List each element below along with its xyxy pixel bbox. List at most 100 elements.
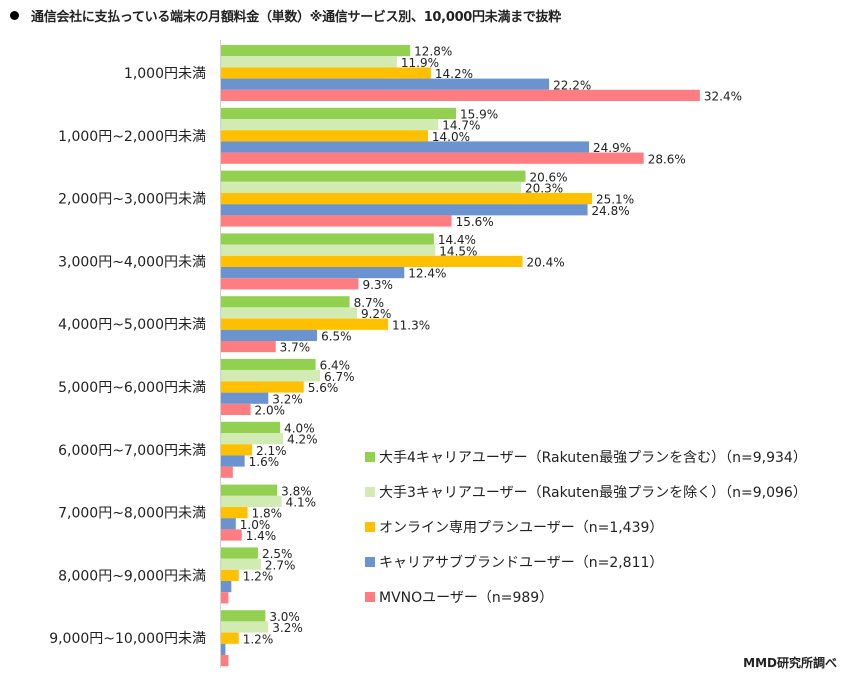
chart-title-text: 通信会社に支払っている端末の月額料金（単数）※通信サービス別、10,000円未満… bbox=[31, 10, 561, 25]
data-label: 28.6% bbox=[648, 152, 686, 166]
bar bbox=[221, 403, 251, 415]
legend-item: 大手3キャリアユーザー（Rakuten最強プランを除く）（n=9,096） bbox=[365, 482, 807, 517]
bar bbox=[221, 621, 269, 633]
data-label: 20.6% bbox=[529, 170, 567, 184]
legend-label: 大手4キャリアユーザー（Rakuten最強プランを含む）（n=9,934） bbox=[379, 450, 807, 466]
legend-swatch-icon bbox=[365, 557, 375, 567]
legend-label: キャリアサブブランドユーザー（n=2,811） bbox=[379, 555, 664, 571]
bar bbox=[221, 381, 304, 393]
data-label: 2.0% bbox=[255, 404, 286, 418]
category-label: 1,000円未満 bbox=[124, 66, 206, 82]
data-label: 8.7% bbox=[354, 296, 385, 310]
bar bbox=[221, 466, 233, 478]
data-label: 14.0% bbox=[432, 130, 470, 144]
bar bbox=[221, 45, 411, 57]
category-label: 6,000円~7,000円未満 bbox=[58, 443, 206, 459]
data-label: 1.2% bbox=[243, 570, 274, 584]
legend-label: オンライン専用プランユーザー（n=1,439） bbox=[379, 520, 664, 536]
bar bbox=[221, 581, 232, 593]
bar bbox=[221, 130, 428, 142]
legend-swatch-icon bbox=[365, 487, 375, 497]
bar bbox=[221, 444, 253, 456]
bar bbox=[221, 204, 588, 216]
legend-item: MVNOユーザー（n=989） bbox=[365, 587, 807, 622]
bar bbox=[221, 152, 644, 164]
bar bbox=[221, 193, 592, 205]
data-label: 4.2% bbox=[287, 433, 318, 447]
bar bbox=[221, 507, 248, 519]
bar bbox=[221, 67, 431, 79]
legend-item: オンライン専用プランユーザー（n=1,439） bbox=[365, 517, 807, 552]
data-label: 14.7% bbox=[442, 119, 480, 133]
category-label: 7,000円~8,000円未満 bbox=[58, 506, 206, 522]
data-label: 14.5% bbox=[439, 244, 477, 258]
bar bbox=[221, 307, 357, 319]
bar bbox=[221, 329, 318, 341]
data-label: 15.6% bbox=[456, 215, 494, 229]
bars-layer bbox=[221, 45, 700, 667]
data-label: 14.4% bbox=[438, 233, 476, 247]
category-label: 1,000円~2,000円未満 bbox=[58, 129, 206, 145]
bar bbox=[221, 643, 226, 655]
bar bbox=[221, 392, 269, 404]
data-label: 14.2% bbox=[435, 67, 473, 81]
bar bbox=[221, 255, 523, 267]
legend-label: MVNOユーザー（n=989） bbox=[379, 590, 554, 606]
data-label: 15.9% bbox=[460, 108, 498, 122]
data-label: 4.0% bbox=[284, 422, 315, 436]
bar bbox=[221, 181, 522, 193]
bar bbox=[221, 341, 276, 353]
data-label: 11.9% bbox=[401, 56, 439, 70]
category-label: 5,000円~6,000円未満 bbox=[58, 380, 206, 396]
bar bbox=[221, 170, 526, 182]
source-credit: MMD研究所調べ bbox=[743, 656, 837, 670]
bar bbox=[221, 421, 281, 433]
legend-swatch-icon bbox=[365, 592, 375, 602]
bar bbox=[221, 119, 439, 131]
data-label: 24.8% bbox=[592, 204, 630, 218]
data-label: 22.2% bbox=[553, 78, 591, 92]
bar bbox=[221, 278, 359, 290]
data-label: 3.8% bbox=[281, 484, 312, 498]
bar bbox=[221, 592, 229, 604]
data-label: 32.4% bbox=[704, 90, 742, 104]
data-label: 9.2% bbox=[361, 307, 392, 321]
bar bbox=[221, 89, 700, 101]
data-label: 1.6% bbox=[249, 455, 280, 469]
bar bbox=[221, 107, 457, 119]
bar bbox=[221, 215, 452, 227]
data-label: 1.2% bbox=[243, 632, 274, 646]
bar bbox=[221, 610, 266, 622]
bar bbox=[221, 56, 397, 68]
data-label: 12.4% bbox=[408, 267, 446, 281]
bar bbox=[221, 370, 321, 382]
category-label: 2,000円~3,000円未満 bbox=[58, 192, 206, 208]
category-label: 3,000円~4,000円未満 bbox=[58, 254, 206, 270]
category-label: 8,000円~9,000円未満 bbox=[58, 568, 206, 584]
bar bbox=[221, 296, 350, 308]
data-label: 6.7% bbox=[324, 370, 355, 384]
data-label: 25.1% bbox=[596, 193, 634, 207]
data-label: 20.3% bbox=[525, 182, 563, 196]
category-labels-layer: 1,000円未満 1,000円~2,000円未満 2,000円~3,000円未満 3,… bbox=[49, 66, 206, 647]
bar bbox=[221, 433, 284, 445]
bar bbox=[221, 495, 282, 507]
data-label: 20.4% bbox=[527, 256, 565, 270]
legend-item: 大手4キャリアユーザー（Rakuten最強プランを含む）（n=9,934） bbox=[365, 447, 807, 482]
data-label: 6.5% bbox=[321, 330, 352, 344]
data-label: 3.7% bbox=[280, 341, 311, 355]
data-label: 5.6% bbox=[308, 381, 339, 395]
data-label: 6.4% bbox=[320, 359, 351, 373]
bar bbox=[221, 518, 236, 530]
bar bbox=[221, 78, 550, 90]
legend-swatch-icon bbox=[365, 452, 375, 462]
data-label: 1.8% bbox=[252, 507, 283, 521]
data-label: 2.1% bbox=[256, 444, 287, 458]
legend-swatch-icon bbox=[365, 522, 375, 532]
category-label: 4,000円~5,000円未満 bbox=[58, 317, 206, 333]
data-label: 11.3% bbox=[392, 318, 430, 332]
bar bbox=[221, 267, 405, 279]
bar bbox=[221, 558, 261, 570]
data-label: 4.1% bbox=[286, 496, 317, 510]
